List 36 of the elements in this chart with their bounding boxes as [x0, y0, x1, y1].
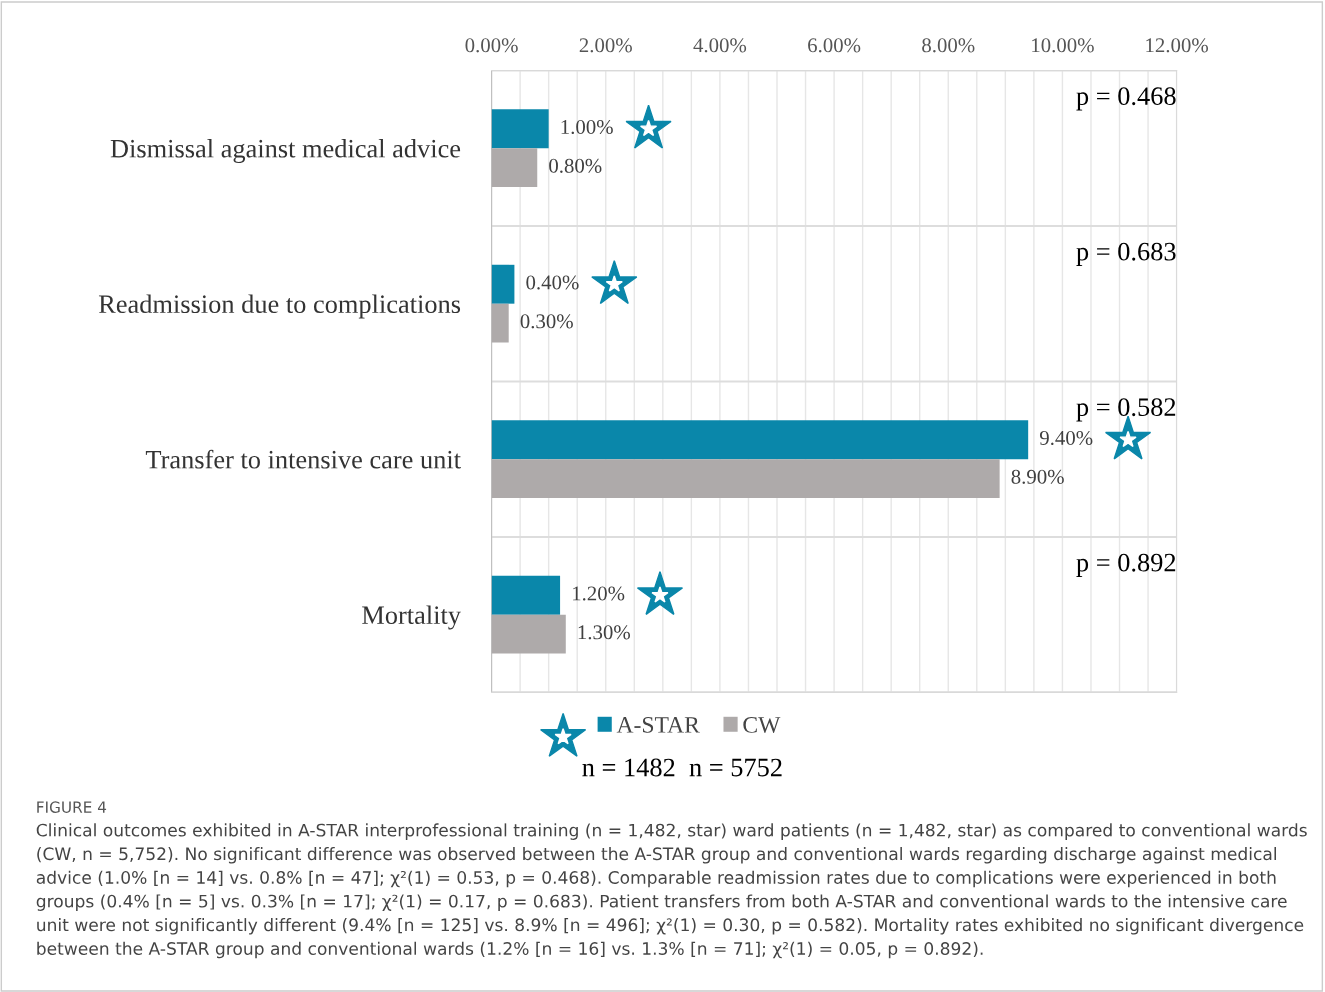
x-tick-label: 8.00%	[922, 38, 975, 53]
annotation: p = 0.683	[1076, 242, 1176, 266]
y-tick-label: Readmission due to complications	[98, 294, 461, 319]
text: Clinical outcomes exhibited in A-STAR interprofessional training (n = 1,482, star) ward patients (n = 1,482, star) as compared to conventional wards (CW, n = 5,752). No significant difference was observed between the A-STAR group and conventional wards regarding discharge against medical advice (1.0% [n = 14] vs. 0.8% [n = 47]; χ²(1) = 0.53, p = 0.468). Comparable readmission rates due to complications were experienced in both groups (0.4% [n = 5] vs. 0.3% [n = 17]; χ²(1) = 0.17, p = 0.683). Patient transfers from both A-STAR and conventional wards to the intensive care unit were not significantly different (9.4% [n = 125] vs. 8.9% [n = 496]; χ²(1) = 0.30, p = 0.582). Mortality rates exhibited no significant divergence between the A-STAR group and conventional wards (1.2% [n = 16] vs. 1.3% [n = 71]; χ²(1) = 0.05, p = 0.892).	[36, 823, 1307, 959]
y-tick-label: Dismissal against medical advice	[110, 139, 461, 164]
bar	[491, 420, 1029, 460]
legend-label: A-STAR	[616, 716, 700, 733]
data-label: 1.20%	[573, 586, 625, 601]
bar	[491, 148, 538, 188]
data-label: 1.00%	[561, 119, 613, 135]
text: n = 1482 n = 5752	[582, 758, 782, 777]
x-tick-label: 0.00%	[465, 38, 518, 53]
data-label: 0.80%	[549, 158, 602, 173]
data-label: 9.40%	[1039, 430, 1093, 446]
annotation: p = 0.582	[1076, 398, 1176, 422]
bar	[491, 614, 566, 654]
bar	[491, 264, 515, 304]
x-tick-label: 2.00%	[579, 38, 632, 53]
x-tick-label: 4.00%	[693, 38, 747, 53]
bar	[491, 575, 561, 615]
annotation: p = 0.468	[1076, 87, 1176, 111]
data-label: 0.40%	[526, 275, 579, 290]
legend-label: CW	[743, 716, 781, 733]
annotation: p = 0.892	[1076, 553, 1176, 577]
caption: FIGURE 4	[37, 801, 107, 813]
bar	[491, 109, 549, 149]
x-tick-label: 10.00%	[1032, 38, 1094, 53]
bar	[491, 303, 509, 343]
x-tick-label: 12.00%	[1146, 38, 1208, 53]
bar	[491, 459, 1000, 499]
y-tick-label: Transfer to intensive care unit	[145, 449, 461, 469]
data-label: 1.30%	[578, 625, 630, 640]
data-label: 8.90%	[1011, 469, 1064, 484]
data-label: 0.30%	[520, 314, 573, 329]
y-tick-label: Mortality	[362, 605, 461, 630]
x-tick-label: 6.00%	[808, 38, 861, 53]
